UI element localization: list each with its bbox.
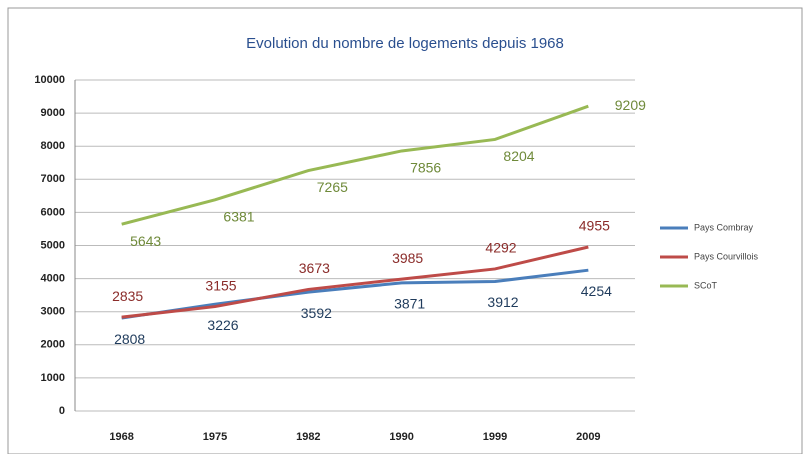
y-tick-label: 2000 — [41, 339, 65, 351]
chart-frame — [7, 7, 803, 454]
series-line — [121, 268, 589, 320]
y-tick-label: 4000 — [41, 273, 65, 285]
data-label: 2808 — [114, 331, 145, 347]
legend-label: Pays Combray — [694, 222, 754, 232]
x-tick-label: 1975 — [203, 431, 227, 443]
data-label: 3592 — [301, 305, 332, 321]
y-tick-label: 1000 — [41, 372, 65, 384]
y-tick-label: 9000 — [41, 107, 65, 119]
data-label: 3673 — [299, 260, 330, 276]
data-label: 3871 — [394, 296, 425, 312]
series-line — [121, 104, 589, 226]
y-tick-label: 0 — [59, 405, 65, 417]
x-tick-label: 2009 — [576, 431, 600, 443]
x-tick-label: 1982 — [296, 431, 320, 443]
data-label: 9209 — [615, 97, 646, 113]
series-line — [121, 245, 589, 319]
y-tick-label: 10000 — [34, 74, 65, 86]
legend-label: SCoT — [694, 280, 718, 290]
data-label: 8204 — [503, 148, 534, 164]
data-label: 6381 — [223, 208, 254, 224]
data-label: 3985 — [392, 250, 423, 266]
x-tick-label: 1990 — [389, 431, 413, 443]
data-label: 3226 — [207, 317, 238, 333]
data-label: 4254 — [581, 283, 612, 299]
y-tick-label: 7000 — [41, 173, 65, 185]
data-label: 3912 — [487, 294, 518, 310]
chart-title: Evolution du nombre de logements depuis … — [246, 35, 564, 52]
y-tick-label: 5000 — [41, 239, 65, 251]
y-tick-label: 3000 — [41, 306, 65, 318]
data-label: 7856 — [410, 160, 441, 176]
data-label: 5643 — [130, 233, 161, 249]
data-label: 4292 — [485, 240, 516, 256]
y-tick-label: 6000 — [41, 206, 65, 218]
legend-label: Pays Courvillois — [694, 251, 759, 261]
x-tick-label: 1968 — [109, 431, 133, 443]
data-label: 4955 — [579, 218, 610, 234]
data-label: 2835 — [112, 288, 143, 304]
x-tick-label: 1999 — [483, 431, 507, 443]
y-tick-label: 8000 — [41, 140, 65, 152]
data-label: 3155 — [205, 277, 236, 293]
data-label: 7265 — [317, 179, 348, 195]
